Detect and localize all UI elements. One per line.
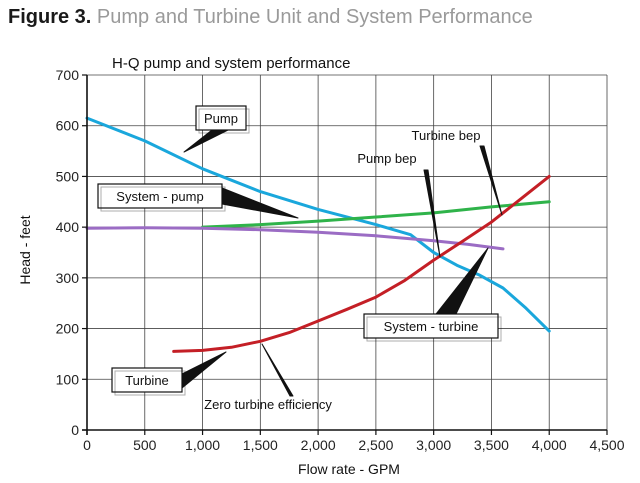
figure-number: Figure 3.	[8, 6, 92, 28]
x-tick-label: 2,000	[301, 437, 336, 453]
callout-pointer	[423, 169, 441, 258]
y-tick-label: 500	[56, 168, 80, 184]
x-tick-label: 4,500	[589, 437, 624, 453]
series-layer	[85, 116, 551, 353]
series-line-turbine	[172, 174, 551, 353]
annotation-label: Zero turbine efficiency	[204, 397, 332, 412]
callout-shadow	[100, 186, 226, 212]
x-tick-label: 500	[133, 437, 157, 453]
y-axis-title: Head - feet	[17, 215, 33, 284]
annotation-callout: Turbine	[111, 351, 227, 396]
annotation-callout: System - turbine	[363, 247, 502, 342]
annotation-callout: Zero turbine efficiency	[204, 343, 332, 412]
callout-shadow	[198, 108, 250, 134]
annotations: Pump System - pump Turbine bep Pump bep Syst…	[97, 105, 503, 412]
callout-box	[195, 105, 247, 131]
callout-box	[97, 183, 223, 209]
callout-pointer	[181, 351, 227, 389]
annotation-callout: Turbine bep	[412, 128, 503, 216]
annotation-callout: Pump	[183, 105, 250, 153]
series-line-system-pump	[201, 200, 551, 229]
y-tick-label: 400	[56, 219, 80, 235]
annotation-label: System - turbine	[384, 319, 479, 334]
annotation-label: Pump bep	[357, 151, 416, 166]
annotation-callout: System - pump	[97, 183, 299, 219]
annotation-label: System - pump	[116, 189, 203, 204]
x-tick-label: 1,000	[185, 437, 220, 453]
chart-title: H-Q pump and system performance	[112, 55, 350, 72]
callout-pointer	[261, 343, 294, 397]
y-tick-label: 300	[56, 270, 80, 286]
callout-shadow	[114, 370, 186, 396]
annotation-label: Turbine bep	[412, 128, 481, 143]
x-tick-label: 0	[83, 437, 91, 453]
figure-title: Pump and Turbine Unit and System Perform…	[96, 6, 533, 28]
y-tick-label: 0	[71, 422, 79, 438]
x-tick-label: 2,500	[358, 437, 393, 453]
x-axis-title: Flow rate - GPM	[298, 461, 400, 477]
y-tick-label: 200	[56, 321, 80, 337]
series-line-pump	[85, 116, 551, 333]
x-tick-label: 3,500	[474, 437, 509, 453]
axes: 0 500 1,000 1,500 2,000 2,500 3,000 3,500 4,000 4…	[56, 67, 625, 453]
annotation-label: Turbine	[125, 373, 169, 388]
callout-box	[363, 313, 499, 339]
annotation-callout: Pump bep	[357, 151, 441, 258]
y-tick-label: 100	[56, 371, 80, 387]
series-line-system-turbine	[85, 226, 505, 251]
x-tick-label: 4,000	[532, 437, 567, 453]
callout-box	[111, 367, 183, 393]
y-tick-label: 600	[56, 118, 80, 134]
figure-heading: Figure 3. Pump and Turbine Unit and Syst…	[8, 6, 533, 29]
callout-shadow	[366, 316, 502, 342]
y-tick-label: 700	[56, 67, 80, 83]
callout-pointer	[479, 145, 503, 216]
annotation-label: Pump	[204, 111, 238, 126]
x-tick-label: 3,000	[416, 437, 451, 453]
x-tick-label: 1,500	[243, 437, 278, 453]
